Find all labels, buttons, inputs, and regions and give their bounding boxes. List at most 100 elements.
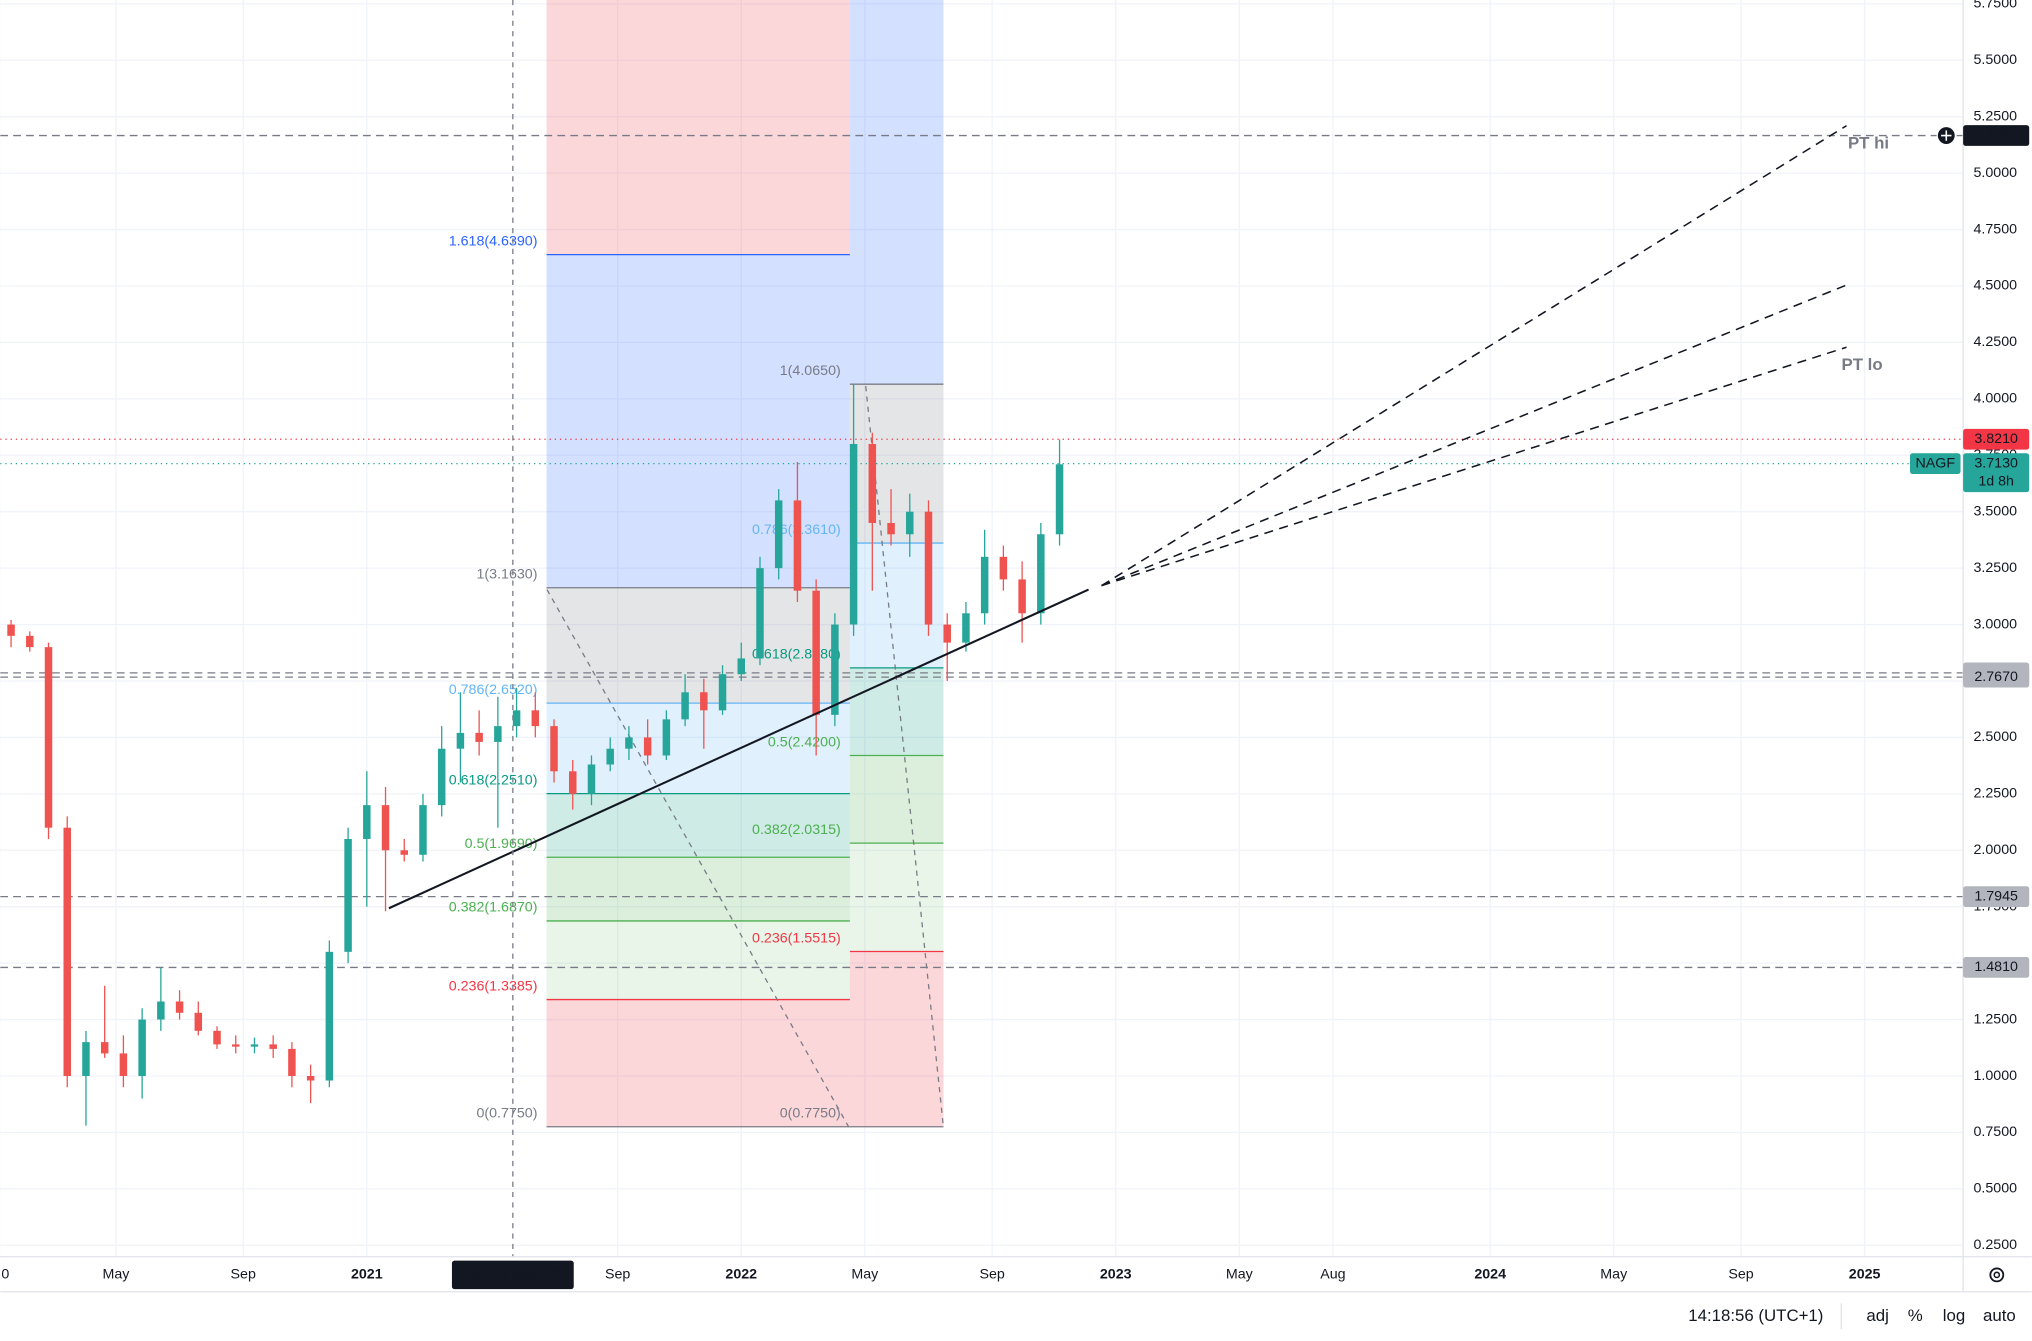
candle-body [437, 748, 446, 806]
y-tick-label: 2.5000 [1973, 729, 2017, 745]
fib-tools: 0(0.7750) 0.236(1.3385) 0.382(1.6870) 0.5(1… [449, 0, 944, 1128]
y-tick-label: 1.0000 [1973, 1068, 2017, 1084]
x-tick-label: 2021 [351, 1267, 383, 1283]
auto-button[interactable]: auto [1983, 1306, 2016, 1325]
candle-body [363, 805, 371, 839]
x-tick-label: 0 [1, 1267, 9, 1283]
x-tick-label: Sep [231, 1267, 256, 1283]
crosshair-label-box [451, 1260, 574, 1290]
settings-icon[interactable] [1989, 1267, 2005, 1283]
price-label-box [1963, 886, 2030, 908]
fib-band [849, 0, 944, 385]
annotation: PT lo [1841, 355, 1882, 374]
trend-line [388, 588, 1089, 910]
x-tick-label: May [851, 1267, 879, 1283]
candle-body [681, 692, 689, 720]
y-tick-label: 2.2500 [1973, 786, 2017, 802]
candle-body [774, 500, 783, 569]
x-tick-label: May [102, 1267, 130, 1283]
y-tick-label: 3.0000 [1973, 616, 2017, 632]
x-tick-label: Sep [979, 1267, 1004, 1283]
candle-body [737, 658, 746, 675]
candle-body [700, 692, 708, 711]
log-button[interactable]: log [1943, 1306, 1965, 1325]
candle-body [625, 737, 633, 749]
y-tick-label: 3.2500 [1973, 560, 2017, 576]
fib-label: 0.382(1.6870) [449, 900, 538, 916]
y-tick-label: 0.2500 [1973, 1237, 2017, 1253]
y-tick-label: 5.5000 [1973, 52, 2017, 68]
candle-body [213, 1030, 221, 1045]
fib-band [546, 703, 850, 794]
y-tick-label: 4.0000 [1973, 391, 2017, 407]
bar-countdown: 1d 8h [1978, 474, 2014, 490]
x-tick-label: May [1226, 1267, 1254, 1283]
candle-body [924, 511, 933, 625]
clock: 14:18:56 (UTC+1) [1688, 1306, 1823, 1325]
price-label: 3.8210 [1974, 431, 2018, 447]
candle-body [456, 732, 465, 749]
candle-body [999, 556, 1008, 580]
candle-body [400, 850, 408, 855]
x-tick-label: 2024 [1474, 1267, 1506, 1283]
candle-body [1055, 464, 1064, 535]
candle-body [887, 522, 895, 535]
fib-band [849, 843, 944, 952]
candle-body [962, 613, 970, 643]
candle-body [550, 726, 558, 772]
candle-body [269, 1044, 277, 1049]
candle-body [531, 710, 540, 727]
price-label: 1.4810 [1974, 959, 2018, 975]
price-label-box [1963, 125, 2030, 146]
candle-body [157, 1001, 165, 1020]
percent-button[interactable]: % [1908, 1306, 1923, 1325]
fib-band [546, 0, 850, 255]
fib-label: 1(4.0650) [780, 363, 841, 379]
y-tick-label: 5.7500 [1973, 0, 2017, 12]
candle-body [793, 500, 802, 591]
candle-body [82, 1042, 90, 1076]
candles [7, 384, 1064, 1126]
fib-band [849, 951, 944, 1127]
candle-body [100, 1042, 109, 1054]
adj-button[interactable]: adj [1866, 1306, 1888, 1325]
fib-label: 1(3.1630) [476, 567, 537, 583]
projection-line [1101, 346, 1847, 587]
x-tick-label: 2022 [725, 1267, 757, 1283]
candle-body [194, 1012, 203, 1031]
price-label-box [1963, 957, 2030, 978]
crosshair-label: Tue 25 May '21 [464, 1267, 561, 1283]
price-lines [0, 134, 1964, 969]
price-label-box [1963, 428, 2030, 450]
last-price-label: 3.7130 [1974, 455, 2018, 471]
fib-label: 0.236(1.5515) [752, 930, 841, 946]
trend-lines: PT hi PT lo [388, 125, 1889, 910]
x-tick-label: 2025 [1849, 1267, 1881, 1283]
fib-label: 0.618(2.2510) [449, 772, 538, 788]
candle-body [812, 590, 820, 715]
fib-label: 0.5(1.9690) [465, 836, 538, 852]
price-label: 5.1665 [1974, 127, 2018, 143]
fib-label: 0(0.7750) [780, 1106, 841, 1122]
candle-body [662, 719, 671, 756]
fib-band [546, 587, 850, 704]
x-tick-label: Sep [605, 1267, 630, 1283]
y-tick-label: 4.7500 [1973, 221, 2017, 237]
price-label-box [1963, 666, 2030, 688]
candle-body [849, 443, 858, 625]
candle-body [569, 771, 577, 794]
projection-line [1101, 284, 1847, 587]
candle-body [943, 624, 951, 643]
candle-body [1018, 579, 1026, 614]
candle-body [868, 443, 877, 523]
candle-body [231, 1044, 240, 1047]
fib-band [546, 999, 850, 1127]
fib-label: 0.786(2.6520) [449, 682, 538, 698]
candle-body [26, 635, 34, 648]
candle-body [63, 827, 71, 1076]
crosshair: Tue 25 May '21 [451, 0, 574, 1290]
candle-body [980, 556, 989, 614]
fib-label: 0.5(2.4200) [768, 734, 841, 750]
candle-body [1037, 534, 1045, 614]
